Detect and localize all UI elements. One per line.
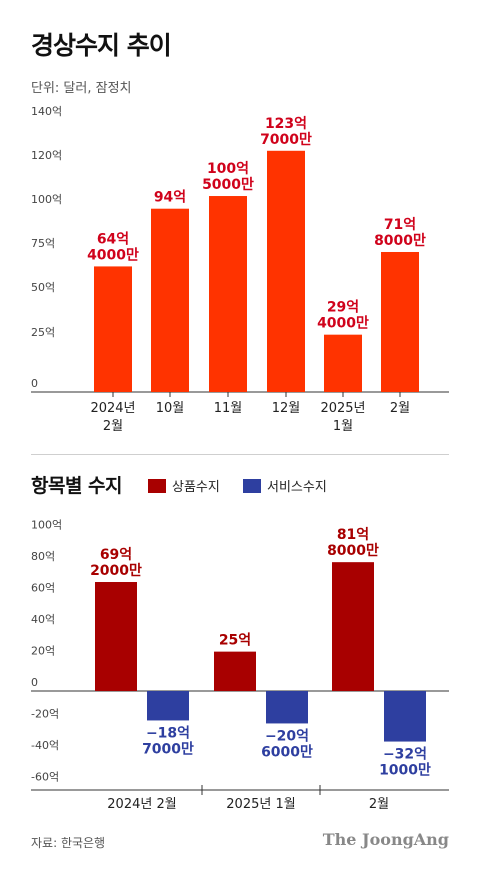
y-tick-label: 80억: [31, 550, 55, 563]
y-tick-label: 40억: [31, 613, 55, 626]
services-bar-1: [266, 691, 308, 724]
data-label: 29억 4000만: [317, 300, 369, 332]
x-tick-label: 2025년 1월: [226, 797, 295, 812]
bar-0: [94, 266, 132, 392]
section-divider: [31, 454, 449, 455]
section2-title: 항목별 수지: [31, 475, 123, 497]
y-tick-label: -20억: [31, 708, 59, 721]
y-tick-label: 0: [31, 676, 38, 689]
x-tick-label: 2025년 1월: [320, 401, 365, 434]
goods-data-label: 81억 8000만: [327, 527, 379, 559]
y-tick-label: 100억: [31, 519, 62, 532]
publisher-logo: The JoongAng: [322, 830, 449, 849]
data-label: 100억 5000만: [202, 161, 254, 193]
unit-note: 단위: 달러, 잠정치: [31, 81, 132, 96]
y-tick-label: 60억: [31, 582, 55, 595]
x-tick-label: 12월: [272, 401, 301, 416]
x-tick-label: 2월: [390, 401, 410, 416]
data-label: 64억 4000만: [87, 231, 139, 263]
y-tick-label: 100억: [31, 193, 62, 206]
services-data-label: −18억 7000만: [142, 725, 194, 757]
legend-services-swatch: [243, 478, 261, 493]
goods-bar-2: [332, 562, 374, 691]
goods-data-label: 25억: [219, 633, 251, 649]
legend-goods-swatch: [148, 478, 166, 493]
bar-4: [324, 334, 362, 392]
bar-3: [267, 150, 305, 392]
x-tick-label: 2월: [369, 797, 389, 812]
services-bar-0: [147, 691, 189, 721]
by-item-chart: 100억 80억 60억 40억 20억 0 -20억 -40억 -60억 69억 2000만 −18…: [31, 519, 449, 812]
legend-goods-label: 상품수지: [172, 480, 220, 495]
goods-bar-1: [214, 651, 256, 691]
y-tick-label: 25억: [31, 326, 55, 339]
y-tick-label: 50억: [31, 281, 55, 294]
y-tick-label: 120억: [31, 149, 62, 162]
y-tick-label: 20억: [31, 645, 55, 658]
page-title: 경상수지 추이: [31, 31, 172, 60]
bar-5: [381, 251, 419, 392]
x-tick-label: 2024년 2월: [107, 797, 176, 812]
services-data-label: −32억 1000만: [379, 747, 431, 779]
y-tick-label: -40억: [31, 739, 59, 752]
services-bar-2: [384, 691, 426, 742]
bar-1: [151, 208, 189, 392]
data-label: 71억 8000만: [374, 217, 426, 249]
data-label: 94억: [154, 190, 186, 206]
source-note: 자료: 한국은행: [31, 836, 106, 850]
bar-2: [209, 196, 247, 392]
goods-data-label: 69억 2000만: [90, 547, 142, 579]
x-tick-label: 2024년 2월: [90, 401, 135, 434]
y-tick-label: 0: [31, 377, 38, 390]
x-tick-label: 11월: [214, 401, 243, 416]
legend-services: 서비스수지: [243, 476, 327, 495]
legend-goods: 상품수지: [148, 476, 220, 495]
goods-bar-0: [95, 582, 137, 691]
data-label: 123억 7000만: [260, 116, 312, 148]
y-tick-label: 75억: [31, 237, 55, 250]
y-tick-label: 140억: [31, 105, 62, 118]
x-tick-label: 10월: [156, 401, 185, 416]
legend-services-label: 서비스수지: [267, 480, 327, 495]
current-account-chart: 0 25억 50억 75억 100억 120억 140억 64억 4000만 2024년 2월 94억…: [31, 105, 449, 434]
y-tick-label: -60억: [31, 771, 59, 784]
services-data-label: −20억 6000만: [261, 728, 313, 760]
